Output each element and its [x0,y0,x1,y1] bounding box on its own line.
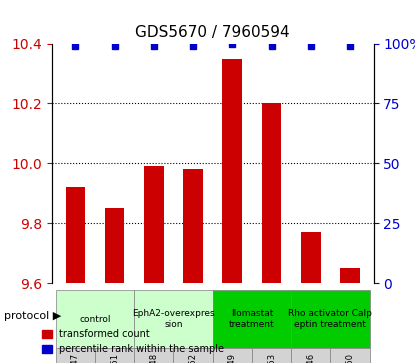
Text: GSM1261847: GSM1261847 [71,353,80,363]
FancyBboxPatch shape [291,290,370,348]
Text: GSM1261850: GSM1261850 [345,353,354,363]
FancyBboxPatch shape [173,348,213,363]
Bar [340,268,360,283]
Legend: transformed count, percentile rank within the sample: transformed count, percentile rank withi… [38,326,228,358]
FancyBboxPatch shape [213,348,252,363]
FancyBboxPatch shape [252,348,291,363]
Bar [144,166,164,283]
Bar [301,232,320,283]
Text: Ilomastat
treatment: Ilomastat treatment [229,309,275,329]
Text: GSM1261848: GSM1261848 [149,353,159,363]
FancyBboxPatch shape [330,348,370,363]
Text: GSM1261853: GSM1261853 [267,353,276,363]
FancyBboxPatch shape [134,290,213,348]
FancyBboxPatch shape [56,348,95,363]
Bar [183,170,203,283]
Text: control: control [79,315,111,323]
FancyBboxPatch shape [291,348,330,363]
Title: GDS5670 / 7960594: GDS5670 / 7960594 [135,25,290,40]
Bar [105,208,124,283]
Text: GSM1261851: GSM1261851 [110,353,119,363]
Text: Rho activator Calp
eptin treatment: Rho activator Calp eptin treatment [288,309,372,329]
Text: protocol ▶: protocol ▶ [4,311,61,321]
Text: EphA2-overexpres
sion: EphA2-overexpres sion [132,309,215,329]
FancyBboxPatch shape [213,290,291,348]
FancyBboxPatch shape [134,348,173,363]
Bar [222,58,242,283]
FancyBboxPatch shape [95,348,134,363]
Bar [66,187,85,283]
Text: GSM1261849: GSM1261849 [228,353,237,363]
Text: GSM1261852: GSM1261852 [188,353,198,363]
Text: GSM1261846: GSM1261846 [306,353,315,363]
Bar [262,103,281,283]
FancyBboxPatch shape [56,290,134,348]
